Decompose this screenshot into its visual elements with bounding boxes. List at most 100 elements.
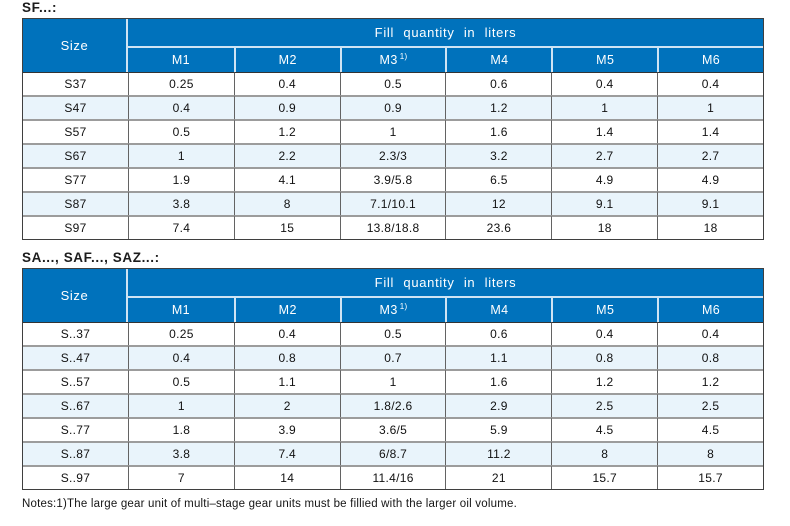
value-cell: 14 bbox=[233, 465, 340, 489]
value-cell: 5.9 bbox=[445, 417, 552, 441]
value-cell: 3.9 bbox=[233, 417, 340, 441]
value-cell: 3.8 bbox=[128, 441, 234, 465]
value-cell: 1.1 bbox=[233, 369, 340, 393]
value-cell: 0.5 bbox=[339, 72, 446, 95]
value-cell: 1 bbox=[657, 95, 763, 119]
value-cell: 6/8.7 bbox=[339, 441, 446, 465]
value-cell: 0.4 bbox=[657, 72, 763, 95]
column-header-m6: M6 bbox=[657, 298, 763, 322]
value-cell: 0.4 bbox=[128, 345, 234, 369]
value-cell: 0.6 bbox=[445, 72, 552, 95]
table-row: S47 0.4 0.9 0.9 1.2 1 1 bbox=[23, 95, 763, 119]
value-cell: 1 bbox=[339, 119, 446, 143]
size-cell: S87 bbox=[23, 191, 128, 215]
value-cell: 0.8 bbox=[551, 345, 658, 369]
size-cell: S67 bbox=[23, 143, 128, 167]
table-title-sa-saf-saz: SA..., SAF..., SAZ...: bbox=[22, 250, 160, 265]
value-cell: 3.2 bbox=[445, 143, 552, 167]
size-cell: S57 bbox=[23, 119, 128, 143]
value-cell: 6.5 bbox=[445, 167, 552, 191]
value-cell: 3.6/5 bbox=[339, 417, 446, 441]
value-cell: 0.25 bbox=[128, 72, 234, 95]
value-cell: 9.1 bbox=[551, 191, 658, 215]
value-cell: 1 bbox=[128, 393, 234, 417]
column-header-m3-label: M3 bbox=[379, 53, 398, 67]
value-cell: 3.9/5.8 bbox=[339, 167, 446, 191]
value-cell: 0.4 bbox=[657, 322, 763, 345]
size-cell: S37 bbox=[23, 72, 128, 95]
value-cell: 2.9 bbox=[445, 393, 552, 417]
table-row: S..47 0.4 0.8 0.7 1.1 0.8 0.8 bbox=[23, 345, 763, 369]
size-cell: S..67 bbox=[23, 393, 128, 417]
value-cell: 4.1 bbox=[233, 167, 340, 191]
value-cell: 1.6 bbox=[445, 369, 552, 393]
size-column-header: Size bbox=[23, 19, 128, 72]
size-cell: S47 bbox=[23, 95, 128, 119]
value-cell: 13.8/18.8 bbox=[339, 215, 446, 239]
value-cell: 11.2 bbox=[445, 441, 552, 465]
value-cell: 4.9 bbox=[551, 167, 658, 191]
value-cell: 1.8/2.6 bbox=[339, 393, 446, 417]
value-cell: 23.6 bbox=[445, 215, 552, 239]
column-header-m3: M3 1) bbox=[339, 48, 446, 72]
fill-quantity-table-sa-saf-saz: Size Fill quantity in liters M1 M2 M3 1) … bbox=[22, 268, 764, 490]
sa-saf-saz-table-body: S..37 0.25 0.4 0.5 0.6 0.4 0.4 S..47 0.4 0.8 0.7 1.… bbox=[23, 322, 763, 489]
size-cell: S..47 bbox=[23, 345, 128, 369]
column-header-m3: M3 1) bbox=[339, 298, 446, 322]
value-cell: 2.3/3 bbox=[339, 143, 446, 167]
size-column-header: Size bbox=[23, 269, 128, 322]
size-cell: S77 bbox=[23, 167, 128, 191]
table-row: S97 7.4 15 13.8/18.8 23.6 18 18 bbox=[23, 215, 763, 239]
table-row: S67 1 2.2 2.3/3 3.2 2.7 2.7 bbox=[23, 143, 763, 167]
fill-quantity-table-sf: Size Fill quantity in liters M1 M2 M3 1) … bbox=[22, 18, 764, 240]
size-cell: S97 bbox=[23, 215, 128, 239]
table-row: S..67 1 2 1.8/2.6 2.9 2.5 2.5 bbox=[23, 393, 763, 417]
column-header-m2: M2 bbox=[233, 48, 340, 72]
size-cell: S..37 bbox=[23, 322, 128, 345]
size-cell: S..57 bbox=[23, 369, 128, 393]
value-cell: 0.7 bbox=[339, 345, 446, 369]
value-cell: 0.4 bbox=[233, 322, 340, 345]
column-header-m1: M1 bbox=[128, 48, 234, 72]
value-cell: 0.5 bbox=[339, 322, 446, 345]
table-row: S87 3.8 8 7.1/10.1 12 9.1 9.1 bbox=[23, 191, 763, 215]
table-row: S..87 3.8 7.4 6/8.7 11.2 8 8 bbox=[23, 441, 763, 465]
table-row: S37 0.25 0.4 0.5 0.6 0.4 0.4 bbox=[23, 72, 763, 95]
value-cell: 1.9 bbox=[128, 167, 234, 191]
value-cell: 4.5 bbox=[657, 417, 763, 441]
column-header-m5: M5 bbox=[551, 48, 658, 72]
column-header-m3-label: M3 bbox=[379, 303, 398, 317]
value-cell: 1.2 bbox=[551, 369, 658, 393]
column-header-m4: M4 bbox=[445, 298, 552, 322]
value-cell: 7.1/10.1 bbox=[339, 191, 446, 215]
column-header-m5: M5 bbox=[551, 298, 658, 322]
footnote-marker: 1) bbox=[399, 301, 408, 311]
table-row: S..77 1.8 3.9 3.6/5 5.9 4.5 4.5 bbox=[23, 417, 763, 441]
value-cell: 0.6 bbox=[445, 322, 552, 345]
table-row: S..57 0.5 1.1 1 1.6 1.2 1.2 bbox=[23, 369, 763, 393]
value-cell: 2.7 bbox=[551, 143, 658, 167]
value-cell: 12 bbox=[445, 191, 552, 215]
value-cell: 0.8 bbox=[657, 345, 763, 369]
value-cell: 2.2 bbox=[233, 143, 340, 167]
value-cell: 0.5 bbox=[128, 119, 234, 143]
table-row: S77 1.9 4.1 3.9/5.8 6.5 4.9 4.9 bbox=[23, 167, 763, 191]
value-cell: 1.1 bbox=[445, 345, 552, 369]
value-cell: 0.4 bbox=[233, 72, 340, 95]
value-cell: 21 bbox=[445, 465, 552, 489]
value-cell: 1 bbox=[551, 95, 658, 119]
sa-saf-saz-table-section: SA..., SAF..., SAZ...: Size Fill quantit… bbox=[22, 251, 766, 490]
value-cell: 11.4/16 bbox=[339, 465, 446, 489]
column-header-m2: M2 bbox=[233, 298, 340, 322]
value-cell: 1.8 bbox=[128, 417, 234, 441]
value-cell: 9.1 bbox=[657, 191, 763, 215]
value-cell: 15.7 bbox=[551, 465, 658, 489]
size-cell: S..77 bbox=[23, 417, 128, 441]
value-cell: 1.4 bbox=[657, 119, 763, 143]
value-cell: 0.8 bbox=[233, 345, 340, 369]
table-title-sf: SF...: bbox=[22, 0, 58, 15]
value-cell: 18 bbox=[657, 215, 763, 239]
value-cell: 2 bbox=[233, 393, 340, 417]
footnote-marker: 1) bbox=[399, 51, 408, 61]
value-cell: 7.4 bbox=[128, 215, 234, 239]
